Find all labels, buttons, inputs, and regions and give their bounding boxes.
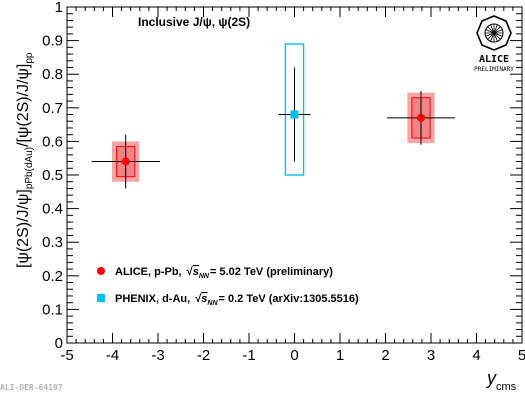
y-tick-label: 0 [55,335,63,352]
legend-label-alice: ALICE, p-Pb, √sNN= 5.02 TeV (preliminary… [115,266,333,280]
x-tick-label: -3 [151,347,164,364]
data-point-alice [121,157,130,166]
error-bars [91,67,456,189]
figure-id: ALI-DER-64107 [0,383,63,392]
alice-logo-preliminary: PRELIMINARY [474,66,514,73]
alice-logo: ALICE PRELIMINARY [466,14,522,78]
syst-box [284,43,305,176]
x-tick-label: -4 [106,347,119,364]
legend-marker-phenix [97,294,105,302]
y-tick-label: 0.7 [42,100,63,117]
data-point-phenix [290,110,299,119]
y-tick-label: 0.6 [42,133,63,150]
legend-label-phenix: PHENIX, d-Au, √sNN= 0.2 TeV (arXiv:1305.… [115,293,359,307]
x-axis-title: ycms [485,368,517,393]
tick-labels: -5 -4 -3 -2 -1 0 1 2 3 4 5 0 0.1 0.2 0.3 0.4 0.5 0.6 0.7 0.… [42,0,525,364]
y-tick-label: 0.2 [42,268,63,285]
x-tick-label: -1 [242,347,255,364]
legend: ALICE, p-Pb, √sNN= 5.02 TeV (preliminary… [97,266,359,307]
alice-logo-mark [476,15,512,51]
data-markers [121,110,425,166]
x-tick-label: 4 [472,347,480,364]
x-tick-label: -5 [60,347,73,364]
systematic-boxes [112,43,435,182]
y-tick-label: 0.9 [42,33,63,50]
alice-logo-word: ALICE [478,54,510,65]
axes [66,6,523,344]
chart-title: Inclusive J/ψ, ψ(2S) [138,15,250,29]
x-tick-label: 3 [427,347,435,364]
x-tick-label: -2 [197,347,210,364]
x-tick-label: 2 [381,347,389,364]
y-tick-label: 0.4 [42,201,63,218]
y-tick-label: 0.1 [42,301,63,318]
legend-marker-alice [97,267,105,275]
data-point-alice [416,113,425,122]
x-tick-label: 5 [518,347,525,364]
y-tick-label: 0.5 [42,167,63,184]
y-tick-label: 1 [55,0,63,16]
x-tick-label: 1 [336,347,344,364]
y-tick-label: 0.3 [42,234,63,251]
y-tick-label: 0.8 [42,66,63,83]
y-axis-title: [ψ(2S)/J/ψ]pPb(dAu)/[ψ(2S)/J/ψ]pp [15,52,35,268]
x-tick-label: 0 [290,347,298,364]
